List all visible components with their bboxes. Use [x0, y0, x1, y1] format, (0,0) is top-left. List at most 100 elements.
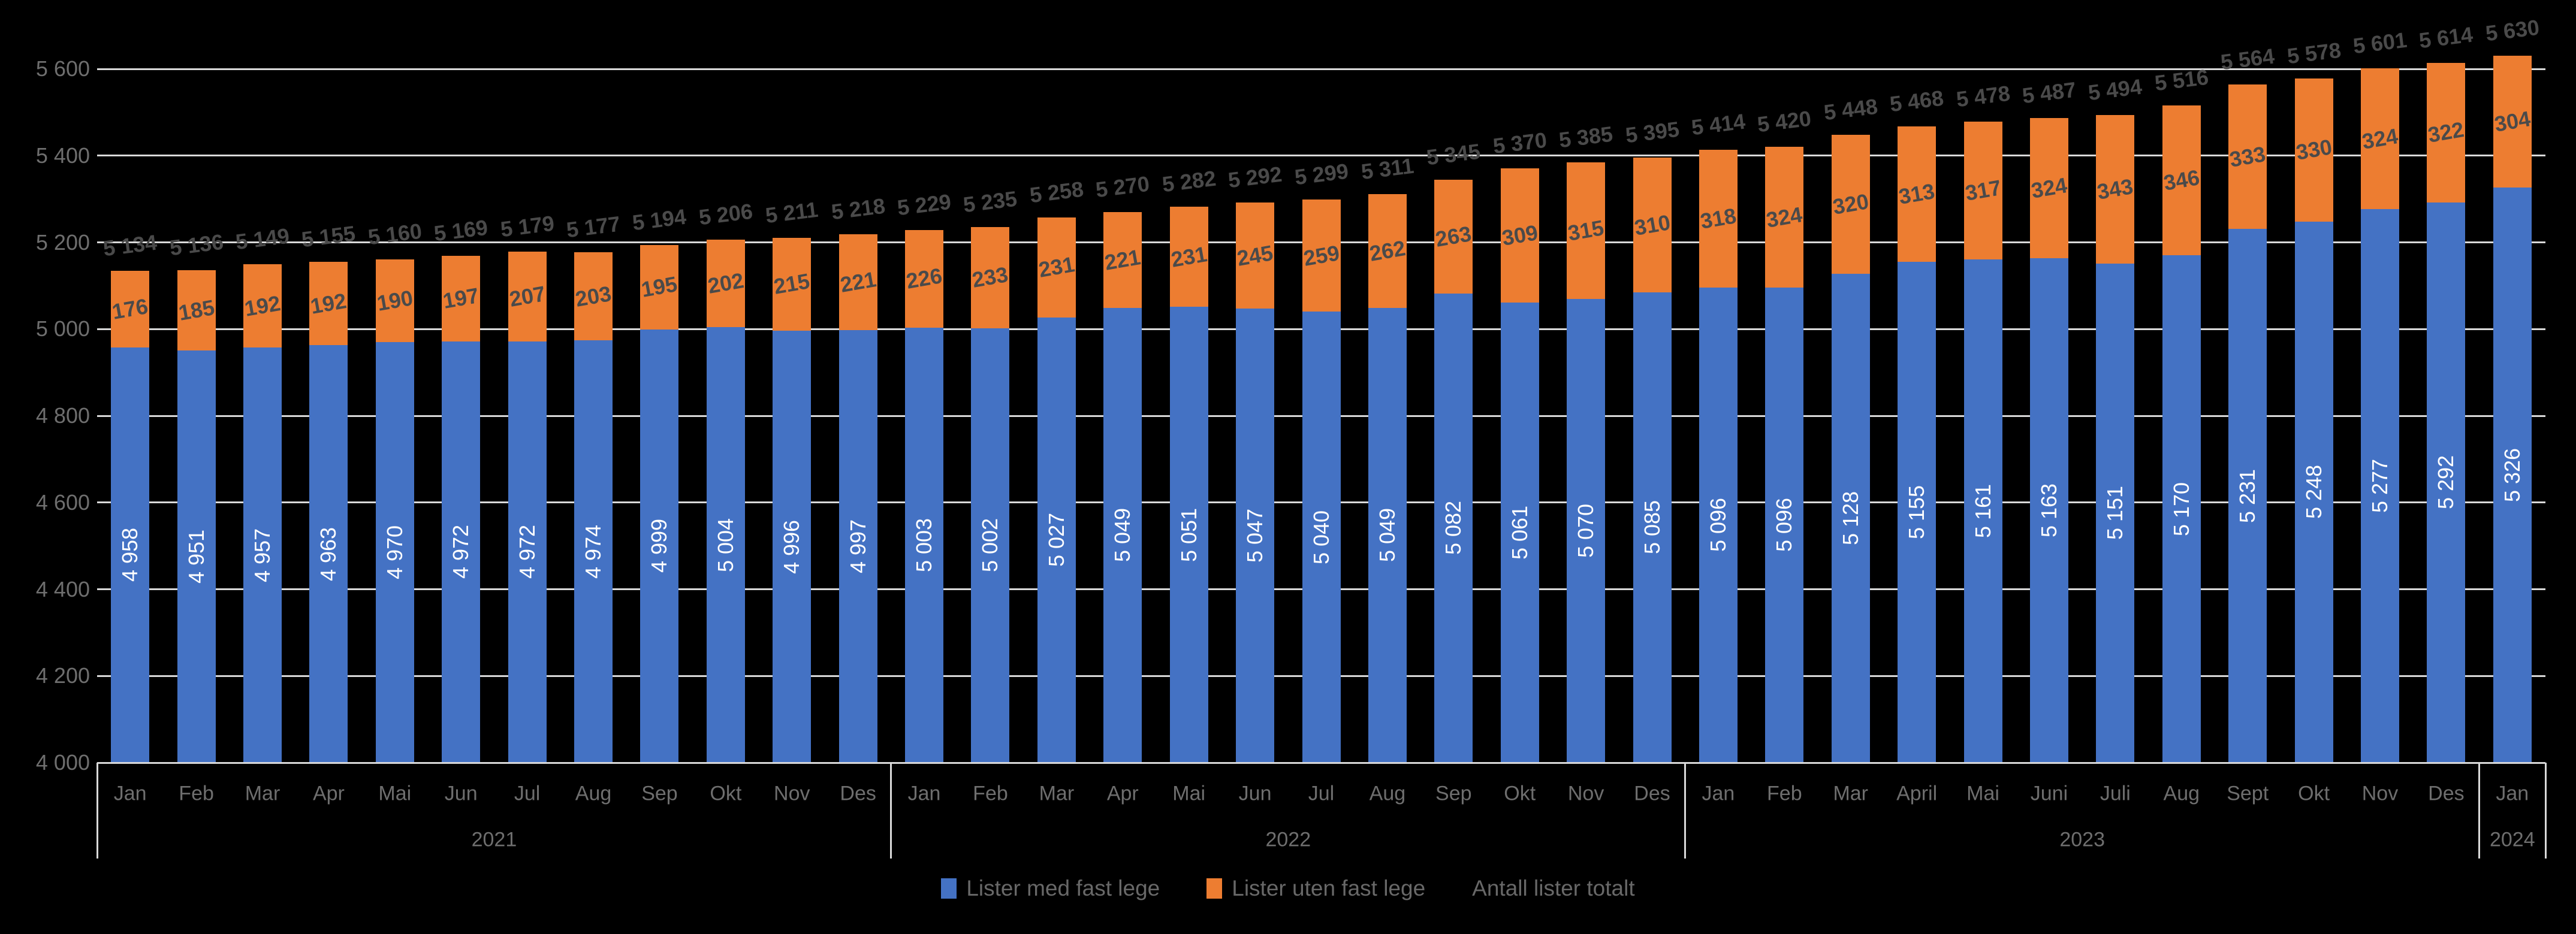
month-tick-label: Jan [1702, 782, 1735, 805]
bar-label-med-fast-lege: 4 972 [448, 525, 473, 579]
month-tick-label: Aug [575, 782, 612, 805]
bar-label-total: 5 177 [565, 211, 622, 243]
bar-segment-uten-fast-lege [442, 255, 481, 341]
month-tick-label: Des [840, 782, 876, 805]
year-divider [2544, 763, 2547, 859]
month-tick-label: Nov [1567, 782, 1604, 805]
month-tick-label: Okt [1504, 782, 1536, 805]
bar-segment-uten-fast-lege [309, 262, 348, 346]
bar-segment-uten-fast-lege [1963, 122, 2002, 259]
month-tick-label: Mar [1833, 782, 1869, 805]
bar-segment-med-fast-lege [1236, 309, 1275, 763]
year-divider [2478, 763, 2481, 859]
bar-segment-med-fast-lege [971, 328, 1010, 763]
bar-label-total: 5 630 [2484, 14, 2541, 46]
bar-segment-med-fast-lege [905, 328, 944, 763]
bar-label-med-fast-lege: 5 070 [1573, 503, 1598, 558]
bar-label-total: 5 218 [829, 194, 886, 225]
month-tick-label: Apr [312, 782, 345, 805]
x-axis-line [97, 761, 2545, 764]
bar-label-med-fast-lege: 5 163 [2036, 483, 2061, 538]
bar-label-med-fast-lege: 4 963 [316, 527, 341, 581]
y-axis-tick-label: 4 400 [35, 576, 90, 601]
bar-segment-uten-fast-lege [375, 259, 414, 342]
bar-label-med-fast-lege: 5 002 [978, 518, 1003, 573]
bar-label-total: 5 395 [1624, 117, 1681, 148]
bar-segment-med-fast-lege [1567, 298, 1606, 763]
bar-label-med-fast-lege: 5 082 [1441, 501, 1466, 555]
bar-segment-med-fast-lege [1699, 287, 1738, 763]
bar-segment-uten-fast-lege [1169, 207, 1208, 307]
year-divider [1684, 763, 1687, 859]
bar-segment-uten-fast-lege [177, 270, 216, 350]
bar-label-total: 5 211 [764, 197, 820, 228]
bar-segment-med-fast-lege [243, 347, 282, 763]
month-tick-label: Juli [2100, 782, 2131, 805]
bar-label-med-fast-lege: 5 047 [1242, 509, 1268, 563]
bar-segment-uten-fast-lege [1302, 199, 1341, 312]
bar-segment-med-fast-lege [177, 350, 216, 763]
year-label: 2023 [2059, 828, 2105, 851]
bar-label-med-fast-lege: 4 972 [514, 525, 539, 579]
y-axis-tick-label: 4 800 [35, 403, 90, 428]
bar-label-med-fast-lege: 5 161 [1970, 483, 1995, 538]
month-tick-label: Nov [774, 782, 810, 805]
bar-segment-med-fast-lege [2360, 208, 2399, 763]
bar-label-med-fast-lege: 4 974 [581, 524, 606, 579]
bar-segment-med-fast-lege [442, 341, 481, 763]
bar-label-total: 5 414 [1690, 108, 1747, 140]
bar-segment-med-fast-lege [1765, 287, 1804, 763]
bar-label-total: 5 468 [1888, 85, 1945, 116]
bar-segment-med-fast-lege [111, 347, 150, 763]
bar-segment-med-fast-lege [2228, 229, 2267, 763]
bar-segment-uten-fast-lege [243, 264, 282, 348]
bar-label-total: 5 578 [2285, 37, 2342, 69]
month-tick-label: Jan [907, 782, 941, 805]
legend-label: Antall lister totalt [1472, 876, 1635, 900]
bar-segment-med-fast-lege [1368, 307, 1407, 763]
month-tick-label: April [1896, 782, 1938, 805]
bar-label-total: 5 282 [1160, 165, 1217, 197]
bar-segment-uten-fast-lege [1831, 135, 1870, 274]
bar-segment-med-fast-lege [1302, 312, 1341, 763]
legend-item-uten-fast-lege: Lister uten fast lege [1206, 876, 1425, 901]
legend-swatch-orange [1206, 878, 1223, 899]
bar-label-total: 5 258 [1028, 176, 1085, 207]
year-label: 2024 [2489, 828, 2535, 851]
bar-label-med-fast-lege: 5 051 [1176, 507, 1201, 562]
month-tick-label: Des [1634, 782, 1670, 805]
month-tick-label: Nov [2361, 782, 2399, 805]
bar-segment-uten-fast-lege [706, 240, 745, 328]
y-axis-tick-label: 5 600 [35, 56, 90, 81]
y-axis-tick-label: 5 000 [35, 316, 90, 341]
bar-segment-uten-fast-lege [1103, 211, 1142, 308]
bar-segment-med-fast-lege [309, 345, 348, 763]
bar-label-med-fast-lege: 5 085 [1639, 500, 1664, 555]
bar-segment-med-fast-lege [1633, 292, 1672, 763]
bar-label-med-fast-lege: 5 061 [1507, 506, 1532, 560]
bar-label-med-fast-lege: 5 049 [1110, 508, 1135, 563]
bar-segment-uten-fast-lege [640, 244, 679, 330]
bar-label-total: 5 134 [101, 229, 159, 261]
bar-segment-med-fast-lege [2096, 263, 2135, 763]
bar-label-total: 5 136 [168, 229, 225, 261]
bar-label-med-fast-lege: 4 996 [779, 519, 804, 574]
bar-label-med-fast-lege: 5 040 [1308, 510, 1334, 564]
bar-segment-uten-fast-lege [971, 227, 1010, 328]
month-tick-label: Jun [444, 782, 478, 805]
month-tick-label: Feb [179, 782, 214, 805]
bar-label-total: 5 194 [631, 204, 688, 235]
month-tick-label: Jul [514, 782, 541, 805]
bar-segment-uten-fast-lege [2162, 105, 2201, 256]
bar-label-med-fast-lege: 5 096 [1772, 498, 1797, 552]
bar-label-total: 5 155 [300, 220, 357, 252]
month-tick-label: Mai [1172, 782, 1206, 805]
bar-label-total: 5 229 [895, 189, 953, 220]
bar-label-total: 5 420 [1756, 105, 1813, 137]
bar-segment-med-fast-lege [2162, 255, 2201, 763]
bar-label-med-fast-lege: 4 957 [250, 528, 275, 582]
bar-segment-uten-fast-lege [1500, 168, 1539, 303]
bar-segment-uten-fast-lege [574, 252, 613, 341]
bar-segment-med-fast-lege [1831, 273, 1870, 763]
